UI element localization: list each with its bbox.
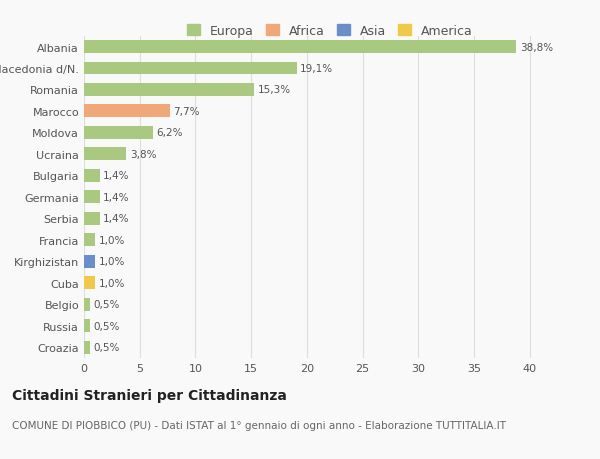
Legend: Europa, Africa, Asia, America: Europa, Africa, Asia, America xyxy=(182,20,478,43)
Text: 19,1%: 19,1% xyxy=(300,64,333,74)
Bar xyxy=(84,319,89,332)
Text: 0,5%: 0,5% xyxy=(93,342,119,353)
Text: COMUNE DI PIOBBICO (PU) - Dati ISTAT al 1° gennaio di ogni anno - Elaborazione T: COMUNE DI PIOBBICO (PU) - Dati ISTAT al … xyxy=(12,420,506,430)
Text: 1,0%: 1,0% xyxy=(98,235,125,245)
Bar xyxy=(84,105,170,118)
Bar xyxy=(84,341,89,354)
Bar xyxy=(84,277,95,290)
Bar xyxy=(84,148,127,161)
Text: 1,4%: 1,4% xyxy=(103,171,130,181)
Text: 7,7%: 7,7% xyxy=(173,106,200,117)
Bar xyxy=(84,213,100,225)
Text: 3,8%: 3,8% xyxy=(130,150,156,160)
Bar xyxy=(84,84,254,97)
Bar xyxy=(84,234,95,246)
Bar xyxy=(84,191,100,204)
Bar xyxy=(84,62,297,75)
Text: 1,4%: 1,4% xyxy=(103,192,130,202)
Text: 1,0%: 1,0% xyxy=(98,278,125,288)
Bar xyxy=(84,169,100,182)
Text: 6,2%: 6,2% xyxy=(157,128,183,138)
Bar xyxy=(84,127,153,140)
Text: 0,5%: 0,5% xyxy=(93,299,119,309)
Bar xyxy=(84,41,517,54)
Bar xyxy=(84,255,95,268)
Text: 1,0%: 1,0% xyxy=(98,257,125,267)
Text: Cittadini Stranieri per Cittadinanza: Cittadini Stranieri per Cittadinanza xyxy=(12,388,287,402)
Text: 15,3%: 15,3% xyxy=(258,85,291,95)
Bar xyxy=(84,298,89,311)
Text: 0,5%: 0,5% xyxy=(93,321,119,331)
Text: 1,4%: 1,4% xyxy=(103,214,130,224)
Text: 38,8%: 38,8% xyxy=(520,42,553,52)
